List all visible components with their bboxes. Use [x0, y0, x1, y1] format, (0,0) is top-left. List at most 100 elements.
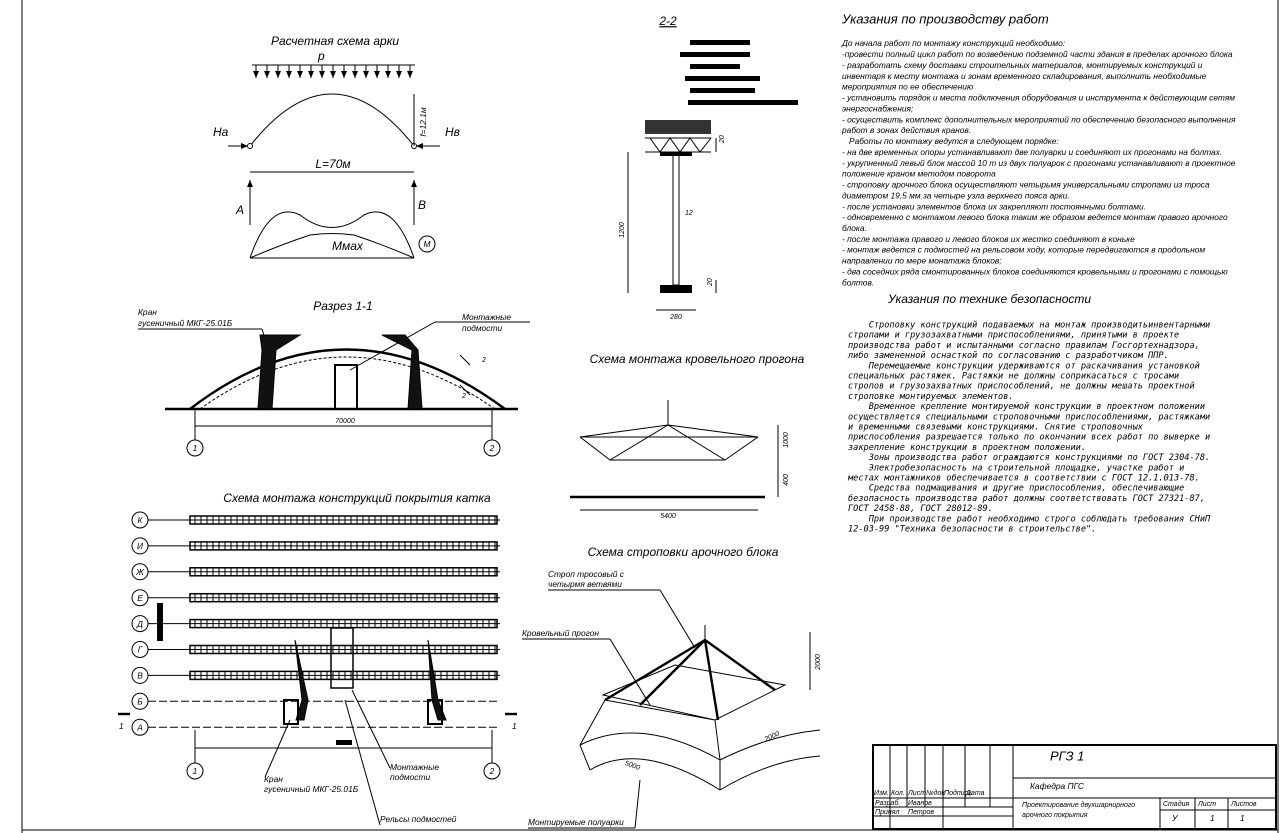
role: Разраб.	[875, 799, 900, 807]
label: подмости	[390, 772, 430, 782]
label: B	[418, 198, 426, 212]
name: Иванов	[908, 800, 932, 807]
name: Петров	[908, 809, 934, 816]
load-label: р	[317, 49, 325, 63]
instruction-line: положение краном методом поворота	[842, 169, 996, 179]
instruction-line: - после монтажа правого и левого блоков …	[842, 234, 1135, 244]
sheet-header: Стадия	[1163, 800, 1189, 808]
project: Проектирование двухшарнирного	[1022, 801, 1135, 809]
safety-line: специальных растяжек. Растяжки не должны…	[848, 372, 1179, 382]
dimension: 5400	[660, 513, 676, 520]
safety-line: Временное крепление монтируемой конструк…	[848, 402, 1205, 412]
row-label: Д	[136, 619, 143, 629]
label: Нв	[445, 125, 460, 139]
axis-label: 1	[193, 443, 198, 453]
label: f=12.1м	[418, 107, 428, 137]
dimension: 280	[669, 314, 682, 321]
row-label: Г	[138, 645, 144, 655]
safety-line: безопасность производства работ должны с…	[848, 493, 1205, 504]
title-block: РГЗ 1 Кафедра ПГС Проектирование двухшар…	[872, 744, 1277, 830]
purlin-row	[189, 670, 498, 681]
instruction-line: блока.	[842, 223, 867, 233]
purlin-scheme: Схема монтажа кровельного прогона 1000 4…	[570, 352, 805, 520]
title: Разрез 1-1	[313, 299, 372, 313]
safety-line: Средства подмащивания и другие приспособ…	[848, 483, 1184, 494]
safety-line: 12-03-99 "Техника безопасности в строите…	[848, 524, 1096, 535]
instruction-line: - два соседних ряда смонтированных блоко…	[842, 266, 1228, 276]
dimension: 1000	[783, 432, 790, 448]
header: Кол.	[891, 790, 905, 797]
safety-line: строповке монтируемых элементов.	[848, 392, 1014, 402]
row-label: Е	[137, 593, 143, 603]
label: Монтажные	[462, 312, 511, 322]
section-2-2: 2-2 20 12 1200 20 280	[619, 14, 798, 321]
safety-line: При производстве работ необходимо строго…	[848, 513, 1211, 524]
header: №док	[926, 789, 945, 797]
title: 2-2	[658, 14, 677, 28]
label: гусеничный МКГ-25.01Б	[264, 784, 359, 794]
sheet-value: У	[1171, 813, 1179, 823]
dimension: 70000	[335, 418, 355, 425]
dimension: 400	[783, 474, 790, 486]
purlin-row	[189, 567, 498, 577]
safety-line: местах монтажников обеспечивается в соот…	[847, 473, 1200, 484]
safety-line: ГОСТ 2458-88, ГОСТ 28012-89.	[848, 504, 993, 514]
instruction-line: - осуществить комплекс дополнительных ме…	[842, 114, 1236, 124]
section-mark: 2	[461, 393, 466, 400]
instruction-line: - монтаж ведется с подмостей на рельсово…	[842, 245, 1205, 255]
purlin-row	[189, 541, 498, 551]
insulation-layer	[685, 76, 760, 81]
insulation-layer	[690, 64, 740, 69]
label: Ммах	[332, 239, 364, 253]
dimension: 1200	[619, 222, 626, 238]
insulation-layer	[688, 100, 798, 105]
sheet-header: Листов	[1230, 801, 1257, 808]
safety-line: Зоны производства работ ограждаются конс…	[848, 452, 1210, 463]
instruction-line: - укрупненный левый блок массой 10 т из …	[842, 158, 1236, 168]
instruction-line: - установить порядок и места подключения…	[842, 93, 1235, 103]
row-label: И	[137, 541, 143, 551]
axis-label: 2	[489, 443, 495, 453]
header: Лист	[907, 790, 926, 797]
dimension: 5000	[624, 760, 641, 772]
row-label: Б	[137, 697, 143, 707]
label: подмости	[462, 323, 502, 333]
instruction-line: направлении по мере монатажа блоков;	[842, 256, 1002, 266]
label: Кран	[264, 774, 283, 784]
dimension: 2000	[763, 731, 781, 744]
safety-line: Перемещаемые конструкции удерживаются от…	[848, 361, 1200, 371]
label: Монтируемые полуарки	[528, 817, 624, 827]
dimension: 12	[685, 210, 693, 217]
role: Принял	[875, 809, 899, 816]
purlin-row	[189, 592, 498, 603]
instruction-line: -провести полный цикл работ по возведени…	[842, 49, 1233, 59]
instruction-line: энергоснабжения;	[842, 103, 914, 113]
label: гусеничный МКГ-25.01Б	[138, 318, 233, 328]
safety-title: Указания по технике безопасности	[887, 292, 1091, 306]
title: Расчетная схема арки	[271, 34, 399, 48]
header: Изм.	[874, 790, 889, 797]
safety-line: осуществляется специальными строповочным…	[848, 411, 1210, 422]
instruction-line: мероприятия по ее обеспечению	[842, 82, 974, 92]
safety-line: Электробезопасность на строительной площ…	[848, 462, 1184, 473]
header: Дата	[965, 790, 985, 797]
instruction-line: работ в зонах действия кранов.	[841, 125, 971, 135]
safety-line: либо замененной оснасткой по согласовани…	[847, 350, 1169, 361]
department: Кафедра ПГС	[1030, 781, 1085, 791]
row-label: К	[138, 515, 144, 525]
label: Монтажные	[390, 762, 439, 772]
insulation-layer	[690, 40, 750, 45]
title: Схема монтажа конструкций покрытия катка	[223, 491, 491, 505]
label: A	[235, 203, 244, 217]
insulation-layer	[680, 52, 750, 57]
safety-line: производства работ и испытанными согласн…	[848, 340, 1200, 351]
sheet-value: 1	[1210, 813, 1215, 823]
instruction-line: болтов.	[842, 277, 874, 287]
project: арочного покрытия	[1022, 812, 1088, 819]
insulation-layer	[690, 88, 755, 93]
sling-scheme: Схема строповки арочного блока 2000 2000…	[522, 545, 822, 829]
dimension: 20	[719, 135, 726, 144]
section-mark: 1	[512, 721, 517, 731]
safety-line: закрепление конструкции в проектном поло…	[848, 443, 1086, 453]
arch-scheme: Расчетная схема арки р Hа Нв f=12.1м L=7…	[213, 34, 460, 259]
